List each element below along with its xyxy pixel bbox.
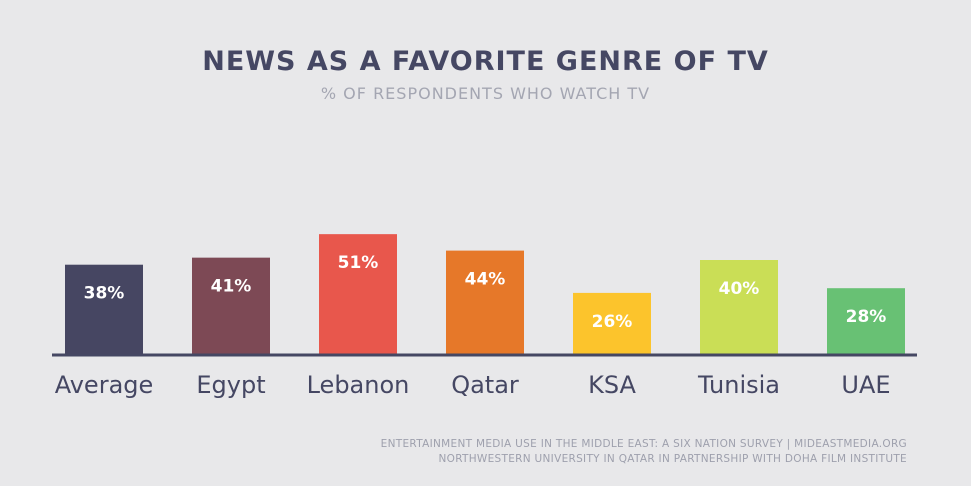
source-line-1: ENTERTAINMENT MEDIA USE IN THE MIDDLE EA… (380, 438, 907, 450)
labels-group: 38% Average 41% Egypt 51% Lebanon 44% Qatar 26% K… (55, 253, 891, 399)
value-label-average: 38% (84, 284, 125, 304)
bars-group (65, 234, 905, 354)
chart-subtitle: % OF RESPONDENTS WHO WATCH TV (320, 84, 651, 103)
category-label-uae: UAE (841, 371, 890, 399)
category-label-average: Average (55, 371, 154, 399)
value-label-ksa: 26% (592, 312, 633, 332)
bar-ksa (573, 292, 651, 354)
category-label-lebanon: Lebanon (307, 371, 410, 399)
bar-tunisia (700, 260, 778, 354)
value-label-lebanon: 51% (338, 253, 379, 273)
value-label-qatar: 44% (465, 270, 506, 290)
value-label-egypt: 41% (211, 277, 252, 297)
bar-qatar (446, 250, 524, 354)
value-label-uae: 28% (846, 307, 887, 327)
category-label-ksa: KSA (588, 371, 636, 399)
bar-uae (827, 288, 905, 354)
source-line-2: NORTHWESTERN UNIVERSITY IN QATAR IN PART… (438, 453, 907, 465)
bar-lebanon (319, 234, 397, 354)
category-label-tunisia: Tunisia (697, 371, 780, 399)
category-label-egypt: Egypt (196, 371, 265, 399)
value-label-tunisia: 40% (719, 279, 760, 299)
bar-average (65, 264, 143, 354)
bar-egypt (192, 257, 270, 354)
chart-title: NEWS AS A FAVORITE GENRE OF TV (202, 46, 769, 77)
category-label-qatar: Qatar (451, 371, 519, 399)
